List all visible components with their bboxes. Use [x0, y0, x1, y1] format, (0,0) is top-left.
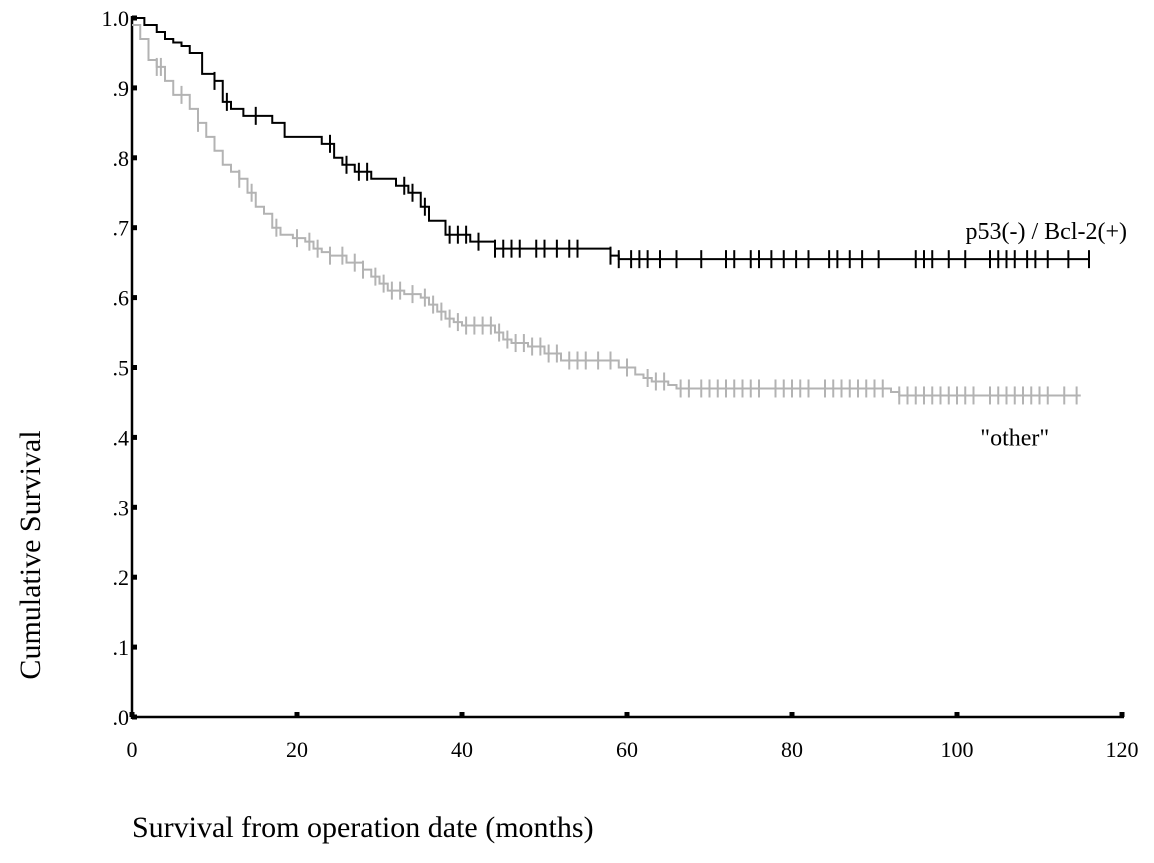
y-axis-ticks: .0 .1 .2 .3 .4 .5 .6 .7 .8 .9 1.0 — [102, 6, 137, 730]
y-tick-mark — [132, 295, 137, 301]
y-tick-label: .6 — [113, 286, 130, 311]
y-tick-label: .3 — [113, 495, 130, 520]
y-tick-mark — [132, 155, 137, 161]
y-tick-label: .8 — [113, 146, 130, 171]
x-tick-mark — [624, 712, 630, 717]
x-tick-label: 0 — [127, 737, 138, 762]
y-axis-title: Cumulative Survival — [14, 430, 47, 679]
y-tick-mark — [132, 225, 137, 231]
y-tick-mark — [132, 574, 137, 580]
y-tick-mark — [132, 434, 137, 440]
survival-curve-other — [132, 23, 1081, 397]
x-tick-label: 80 — [781, 737, 803, 762]
y-tick-label: .5 — [113, 356, 130, 381]
x-tick-label: 120 — [1106, 737, 1139, 762]
y-tick-mark — [132, 365, 137, 370]
x-tick-label: 40 — [451, 737, 473, 762]
y-tick-mark — [132, 85, 137, 91]
x-axis-title: Survival from operation date (months) — [132, 811, 594, 844]
x-tick-mark — [459, 712, 465, 717]
y-tick-label: .1 — [113, 635, 130, 660]
x-tick-mark — [129, 712, 135, 717]
x-tick-mark — [789, 712, 795, 717]
x-tick-label: 100 — [941, 737, 974, 762]
y-tick-mark — [132, 644, 137, 650]
x-tick-mark — [1119, 712, 1125, 717]
x-tick-label: 20 — [286, 737, 308, 762]
x-tick-label: 60 — [616, 737, 638, 762]
y-tick-mark — [132, 504, 137, 510]
y-tick-label: .7 — [113, 216, 130, 241]
y-tick-label: .2 — [113, 565, 130, 590]
annotation-other: "other" — [980, 425, 1049, 451]
curve-annotations: p53(-) / Bcl-2(+) "other" — [966, 219, 1127, 451]
y-tick-label: .0 — [113, 705, 130, 730]
annotation-p53-bcl2: p53(-) / Bcl-2(+) — [966, 219, 1127, 245]
x-axis-ticks: 0 20 40 60 80 100 120 — [127, 712, 1139, 762]
y-tick-label: .9 — [113, 76, 130, 101]
y-tick-label: .4 — [113, 425, 130, 450]
series-other — [132, 23, 1081, 405]
survival-curve-p53-bcl2 — [132, 17, 1089, 261]
x-tick-mark — [954, 712, 960, 717]
series-p53-bcl2 — [132, 17, 1090, 269]
survival-curves — [132, 17, 1090, 405]
y-tick-label: 1.0 — [102, 6, 130, 31]
x-tick-mark — [294, 712, 300, 717]
